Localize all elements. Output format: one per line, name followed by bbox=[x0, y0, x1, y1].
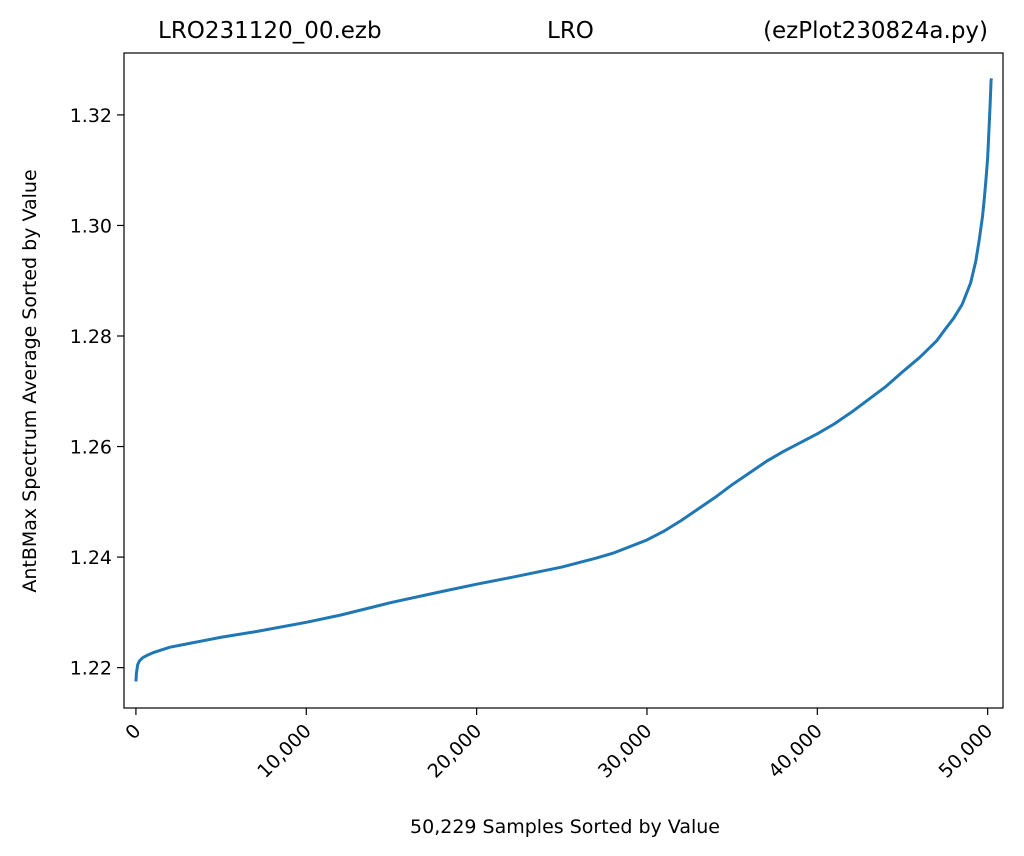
y-tick-label: 1.28 bbox=[70, 326, 112, 348]
y-axis: 1.22 1.24 1.26 1.28 1.30 1.32 bbox=[70, 105, 124, 680]
chart-title-filename: LRO231120_00.ezb bbox=[158, 18, 382, 44]
y-axis-label: AntBMax Spectrum Average Sorted by Value bbox=[19, 169, 41, 592]
series-line bbox=[134, 78, 994, 682]
y-tick-label: 1.22 bbox=[70, 658, 112, 680]
plot-area bbox=[124, 53, 1003, 708]
y-tick-label: 1.26 bbox=[70, 437, 112, 459]
chart-title-instrument: LRO bbox=[547, 18, 594, 44]
y-tick-label: 1.30 bbox=[70, 215, 112, 237]
y-tick-label: 1.32 bbox=[70, 105, 112, 127]
plot-frame bbox=[123, 52, 1004, 709]
chart-title: LRO231120_00.ezb LRO (ezPlot230824a.py) bbox=[158, 18, 988, 44]
x-axis-label: 50,229 Samples Sorted by Value bbox=[410, 816, 720, 838]
chart-title-script: (ezPlot230824a.py) bbox=[763, 18, 988, 44]
y-tick-label: 1.24 bbox=[70, 547, 112, 569]
